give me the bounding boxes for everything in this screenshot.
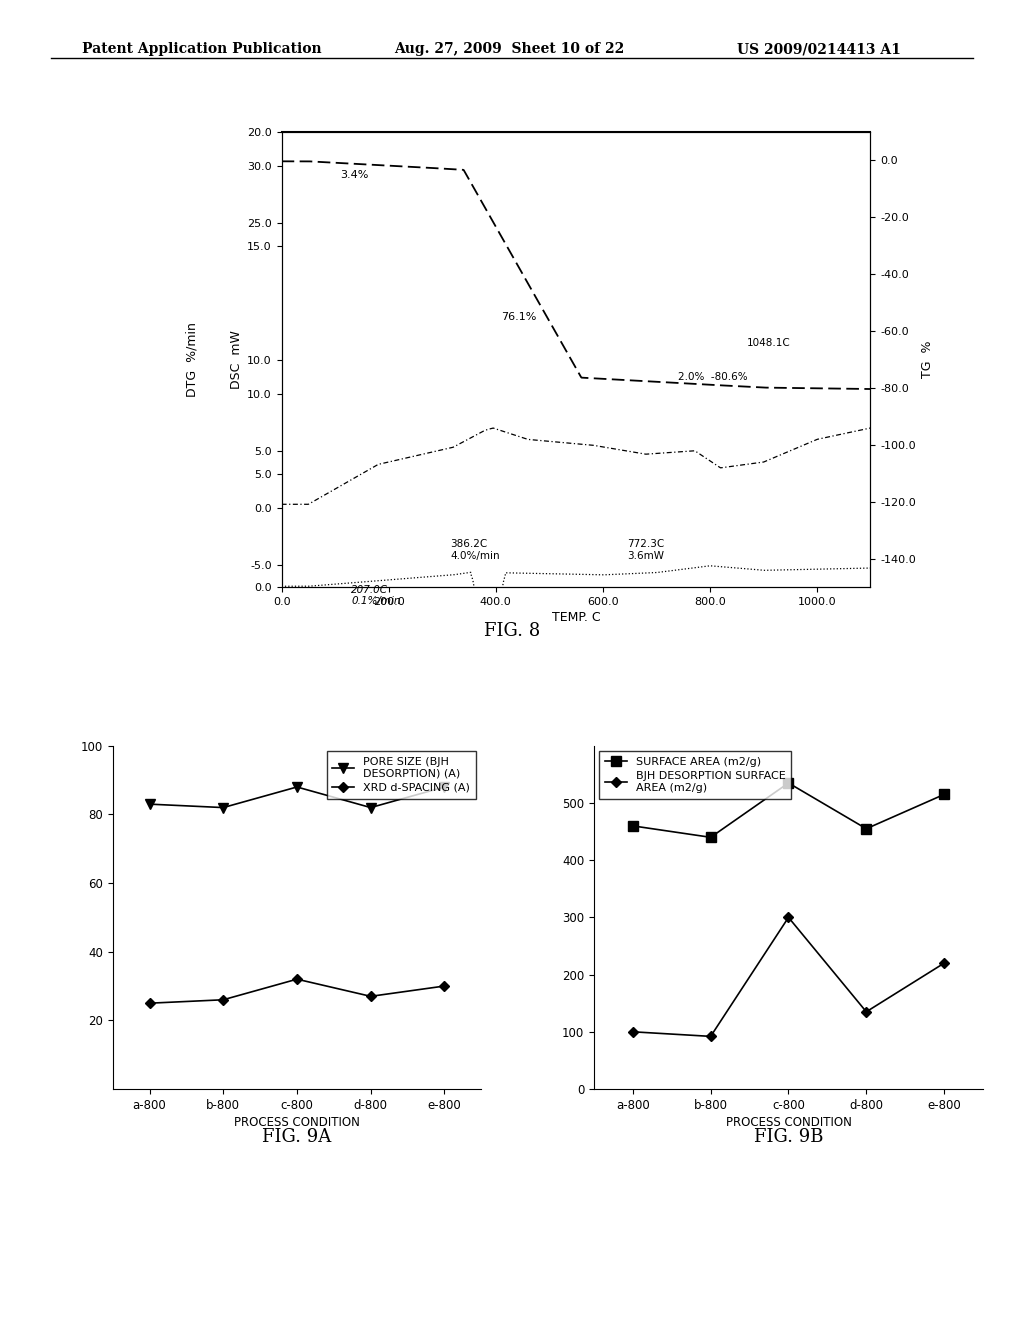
BJH DESORPTION SURFACE
AREA (m2/g) [782, 909, 795, 925]
XRD d-SPACING (A) [438, 978, 451, 994]
SURFACE AREA (m2/g) [705, 829, 717, 845]
Text: 772.3C
3.6mW: 772.3C 3.6mW [627, 540, 665, 561]
Text: US 2009/0214413 A1: US 2009/0214413 A1 [737, 42, 901, 57]
Y-axis label: DSC  mW: DSC mW [230, 330, 243, 389]
Line: SURFACE AREA (m2/g): SURFACE AREA (m2/g) [628, 777, 949, 842]
XRD d-SPACING (A) [365, 989, 377, 1005]
X-axis label: PROCESS CONDITION: PROCESS CONDITION [726, 1115, 851, 1129]
Line: XRD d-SPACING (A): XRD d-SPACING (A) [146, 975, 447, 1007]
Text: 1048.1C: 1048.1C [748, 338, 791, 348]
SURFACE AREA (m2/g) [938, 787, 950, 803]
SURFACE AREA (m2/g) [782, 775, 795, 791]
Text: 76.1%: 76.1% [501, 312, 537, 322]
Legend: PORE SIZE (BJH
DESORPTION) (A), XRD d-SPACING (A): PORE SIZE (BJH DESORPTION) (A), XRD d-SP… [327, 751, 476, 799]
XRD d-SPACING (A) [291, 972, 303, 987]
Text: 207.0C
0.1%/min: 207.0C 0.1%/min [351, 585, 400, 606]
X-axis label: PROCESS CONDITION: PROCESS CONDITION [234, 1115, 359, 1129]
SURFACE AREA (m2/g) [627, 818, 639, 834]
SURFACE AREA (m2/g) [860, 821, 872, 837]
XRD d-SPACING (A) [217, 991, 229, 1007]
PORE SIZE (BJH
DESORPTION) (A) [143, 796, 156, 812]
PORE SIZE (BJH
DESORPTION) (A) [438, 779, 451, 795]
Text: 2.0%  -80.6%: 2.0% -80.6% [678, 372, 748, 383]
BJH DESORPTION SURFACE
AREA (m2/g) [860, 1003, 872, 1019]
BJH DESORPTION SURFACE
AREA (m2/g) [938, 956, 950, 972]
X-axis label: TEMP. C: TEMP. C [552, 611, 600, 624]
PORE SIZE (BJH
DESORPTION) (A) [217, 800, 229, 816]
Line: BJH DESORPTION SURFACE
AREA (m2/g): BJH DESORPTION SURFACE AREA (m2/g) [630, 913, 947, 1040]
Line: PORE SIZE (BJH
DESORPTION) (A): PORE SIZE (BJH DESORPTION) (A) [144, 783, 450, 812]
Y-axis label: TG  %: TG % [922, 341, 935, 379]
PORE SIZE (BJH
DESORPTION) (A) [365, 800, 377, 816]
Text: FIG. 8: FIG. 8 [484, 622, 540, 640]
Legend: SURFACE AREA (m2/g), BJH DESORPTION SURFACE
AREA (m2/g): SURFACE AREA (m2/g), BJH DESORPTION SURF… [599, 751, 792, 799]
BJH DESORPTION SURFACE
AREA (m2/g) [627, 1024, 639, 1040]
Text: Aug. 27, 2009  Sheet 10 of 22: Aug. 27, 2009 Sheet 10 of 22 [394, 42, 625, 57]
Text: 3.4%: 3.4% [340, 169, 369, 180]
Text: 386.2C
4.0%/min: 386.2C 4.0%/min [451, 540, 500, 561]
BJH DESORPTION SURFACE
AREA (m2/g) [705, 1028, 717, 1044]
Y-axis label: DTG  %/min: DTG %/min [185, 322, 199, 397]
Text: FIG. 9A: FIG. 9A [262, 1127, 332, 1146]
Text: Patent Application Publication: Patent Application Publication [82, 42, 322, 57]
Text: FIG. 9B: FIG. 9B [754, 1127, 823, 1146]
PORE SIZE (BJH
DESORPTION) (A) [291, 779, 303, 795]
XRD d-SPACING (A) [143, 995, 156, 1011]
